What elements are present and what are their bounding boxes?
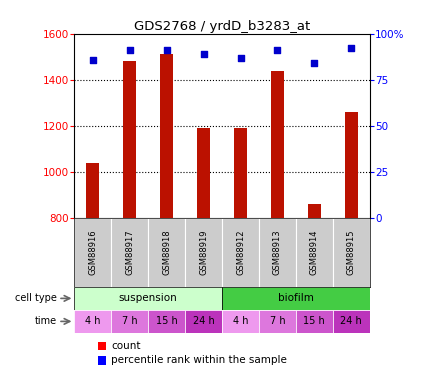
Bar (296, 310, 333, 333)
Point (163, 47, 170, 53)
Text: 24 h: 24 h (193, 316, 215, 326)
Bar (308, 204, 321, 218)
Text: GSM88918: GSM88918 (162, 230, 171, 275)
Bar (259, 310, 296, 333)
Bar (185, 310, 222, 333)
Point (274, 47, 281, 53)
Point (311, 60, 318, 66)
Bar (74, 218, 111, 287)
Bar (222, 218, 259, 287)
Bar (345, 112, 358, 218)
Bar (234, 128, 247, 218)
Text: GSM88913: GSM88913 (273, 230, 282, 275)
Bar (74, 310, 111, 333)
Point (237, 55, 244, 61)
Bar (222, 310, 259, 333)
Bar (160, 54, 173, 218)
Bar (74, 287, 222, 310)
Bar (98, 342, 106, 350)
Bar (333, 218, 370, 287)
Point (126, 47, 133, 53)
Bar (148, 310, 185, 333)
Text: GSM88912: GSM88912 (236, 230, 245, 275)
Text: 4 h: 4 h (233, 316, 248, 326)
Text: 7 h: 7 h (269, 316, 285, 326)
Text: cell type: cell type (15, 293, 57, 303)
Point (348, 45, 355, 51)
Bar (197, 128, 210, 218)
Text: suspension: suspension (119, 293, 178, 303)
Text: 24 h: 24 h (340, 316, 362, 326)
Bar (222, 287, 370, 310)
Text: GSM88917: GSM88917 (125, 230, 134, 275)
Text: GSM88916: GSM88916 (88, 230, 97, 275)
Bar (148, 218, 185, 287)
Text: biofilm: biofilm (278, 293, 314, 303)
Bar (123, 62, 136, 218)
Point (200, 51, 207, 57)
Bar (271, 70, 284, 218)
Point (89, 57, 96, 63)
Bar (111, 218, 148, 287)
Text: 4 h: 4 h (85, 316, 101, 326)
Text: 15 h: 15 h (303, 316, 325, 326)
Text: 15 h: 15 h (156, 316, 178, 326)
Bar (98, 356, 106, 364)
Text: GSM88915: GSM88915 (347, 230, 356, 275)
Text: count: count (111, 341, 141, 351)
Bar (259, 218, 296, 287)
Text: time: time (34, 316, 57, 326)
Title: GDS2768 / yrdD_b3283_at: GDS2768 / yrdD_b3283_at (134, 20, 310, 33)
Text: percentile rank within the sample: percentile rank within the sample (111, 356, 287, 365)
Bar (296, 218, 333, 287)
Text: 7 h: 7 h (122, 316, 138, 326)
Bar (333, 310, 370, 333)
Bar (86, 163, 99, 218)
Text: GSM88919: GSM88919 (199, 230, 208, 275)
Text: GSM88914: GSM88914 (310, 230, 319, 275)
Bar (185, 218, 222, 287)
Bar (111, 310, 148, 333)
